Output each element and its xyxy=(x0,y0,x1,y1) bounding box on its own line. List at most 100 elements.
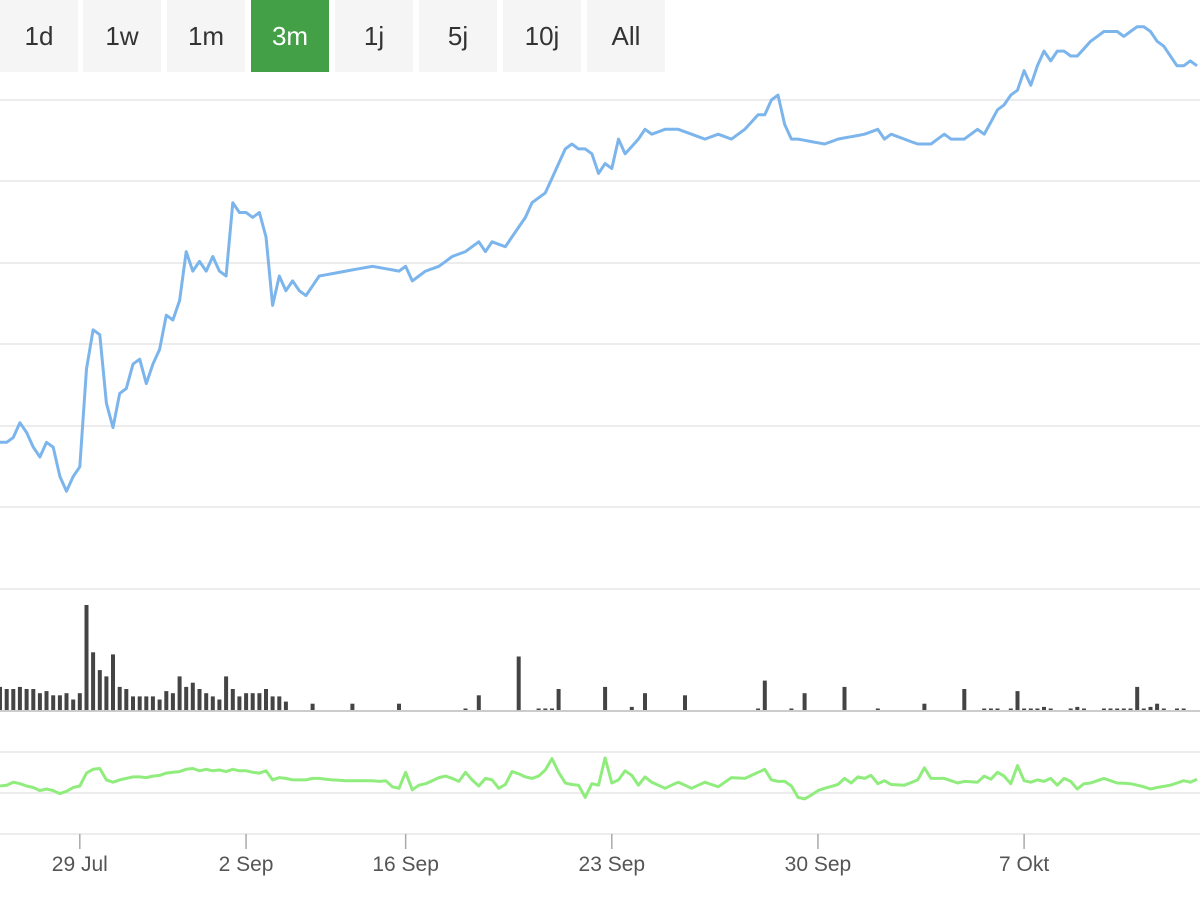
volume-bar xyxy=(170,693,175,710)
volume-bar xyxy=(283,701,288,710)
indicator-line-series xyxy=(0,756,1198,801)
volume-bar xyxy=(629,706,634,710)
x-tick-label: 2 Sep xyxy=(219,853,274,876)
volume-bar xyxy=(264,689,268,710)
volume-bar xyxy=(1161,708,1166,710)
volume-bar xyxy=(310,703,315,710)
volume-bar xyxy=(536,708,541,710)
range-button-all[interactable]: All xyxy=(587,0,665,72)
volume-bar xyxy=(1101,708,1106,710)
volume-bar xyxy=(875,708,880,710)
range-button-10j[interactable]: 10j xyxy=(503,0,581,72)
volume-bar xyxy=(71,699,76,710)
volume-bar xyxy=(1128,708,1133,710)
range-button-1j[interactable]: 1j xyxy=(335,0,413,72)
volume-bar xyxy=(150,696,155,711)
volume-bar xyxy=(4,689,9,710)
volume-bar xyxy=(962,689,967,710)
x-tick-label: 30 Sep xyxy=(785,853,852,876)
volume-bar xyxy=(397,703,401,710)
volume-bar xyxy=(57,695,62,710)
range-button-5j[interactable]: 5j xyxy=(419,0,497,72)
volume-bar xyxy=(982,708,987,710)
volume-bar xyxy=(1181,708,1186,710)
volume-bar xyxy=(988,708,993,710)
volume-bar xyxy=(144,696,149,711)
volume-bar xyxy=(230,689,235,710)
volume-bar xyxy=(31,689,36,710)
volume-bar xyxy=(1075,706,1080,710)
volume-bar xyxy=(683,695,687,710)
volume-series xyxy=(0,605,1186,711)
range-button-1d[interactable]: 1d xyxy=(0,0,78,72)
volume-bar xyxy=(603,686,608,710)
volume-bar xyxy=(543,708,548,710)
x-tick-label: 23 Sep xyxy=(579,853,646,876)
x-tick-label: 29 Jul xyxy=(52,853,108,876)
x-axis: 29 Jul 2 Sep 16 Sep 23 Sep 30 Sep 7 Okt xyxy=(52,834,1049,876)
volume-bar xyxy=(1008,708,1013,710)
volume-bar xyxy=(550,708,554,710)
volume-bar xyxy=(111,654,115,711)
volume-bar xyxy=(77,693,82,710)
volume-bar xyxy=(1135,686,1140,710)
volume-bar xyxy=(1121,708,1126,710)
grid-lines xyxy=(0,99,1200,835)
volume-bar xyxy=(190,682,195,710)
volume-bar xyxy=(250,693,255,710)
volume-bar xyxy=(1082,708,1086,710)
volume-bar xyxy=(1042,706,1046,710)
x-tick-label: 16 Sep xyxy=(372,853,439,876)
volume-bar xyxy=(516,656,521,711)
volume-bar xyxy=(802,693,807,710)
volume-bar xyxy=(224,676,229,710)
x-tick-label: 7 Okt xyxy=(999,853,1049,876)
volume-bar xyxy=(91,652,96,711)
volume-bar xyxy=(257,693,262,710)
volume-bar xyxy=(922,703,927,710)
volume-bar xyxy=(270,696,275,711)
volume-bar xyxy=(556,689,561,710)
volume-bar xyxy=(177,676,182,710)
volume-bar xyxy=(117,686,122,710)
volume-bar xyxy=(217,699,222,710)
volume-bar xyxy=(277,696,282,711)
volume-bar xyxy=(1115,708,1120,710)
volume-bar xyxy=(476,695,481,710)
volume-bar xyxy=(0,686,2,710)
volume-bar xyxy=(184,686,189,710)
volume-bar xyxy=(1148,706,1153,710)
volume-bar xyxy=(104,676,109,710)
volume-bar xyxy=(44,691,49,710)
volume-bar xyxy=(24,689,29,710)
volume-bar xyxy=(51,695,56,710)
volume-bar xyxy=(244,693,249,710)
volume-bar xyxy=(164,691,169,710)
volume-bar xyxy=(643,693,647,710)
volume-bar xyxy=(137,696,142,711)
volume-bar xyxy=(1048,708,1053,710)
range-button-1w[interactable]: 1w xyxy=(83,0,161,72)
volume-bar xyxy=(350,703,355,710)
volume-bar xyxy=(1068,708,1073,710)
volume-bar xyxy=(762,680,767,710)
volume-bar xyxy=(1155,703,1160,710)
volume-bar xyxy=(197,689,202,710)
volume-bar xyxy=(204,693,209,710)
volume-bar xyxy=(131,696,135,711)
volume-bar xyxy=(756,708,761,710)
volume-bar xyxy=(64,693,69,710)
volume-bar xyxy=(1035,708,1040,710)
volume-bar xyxy=(84,605,89,710)
volume-bar xyxy=(995,708,1000,710)
volume-bar xyxy=(237,696,242,711)
volume-bar xyxy=(842,686,847,710)
range-button-3m[interactable]: 3m xyxy=(251,0,329,72)
volume-bar xyxy=(789,708,794,710)
volume-bar xyxy=(1015,691,1020,710)
volume-bar xyxy=(1175,708,1179,710)
volume-bar xyxy=(463,708,468,710)
volume-bar xyxy=(97,670,102,710)
range-button-1m[interactable]: 1m xyxy=(167,0,245,72)
